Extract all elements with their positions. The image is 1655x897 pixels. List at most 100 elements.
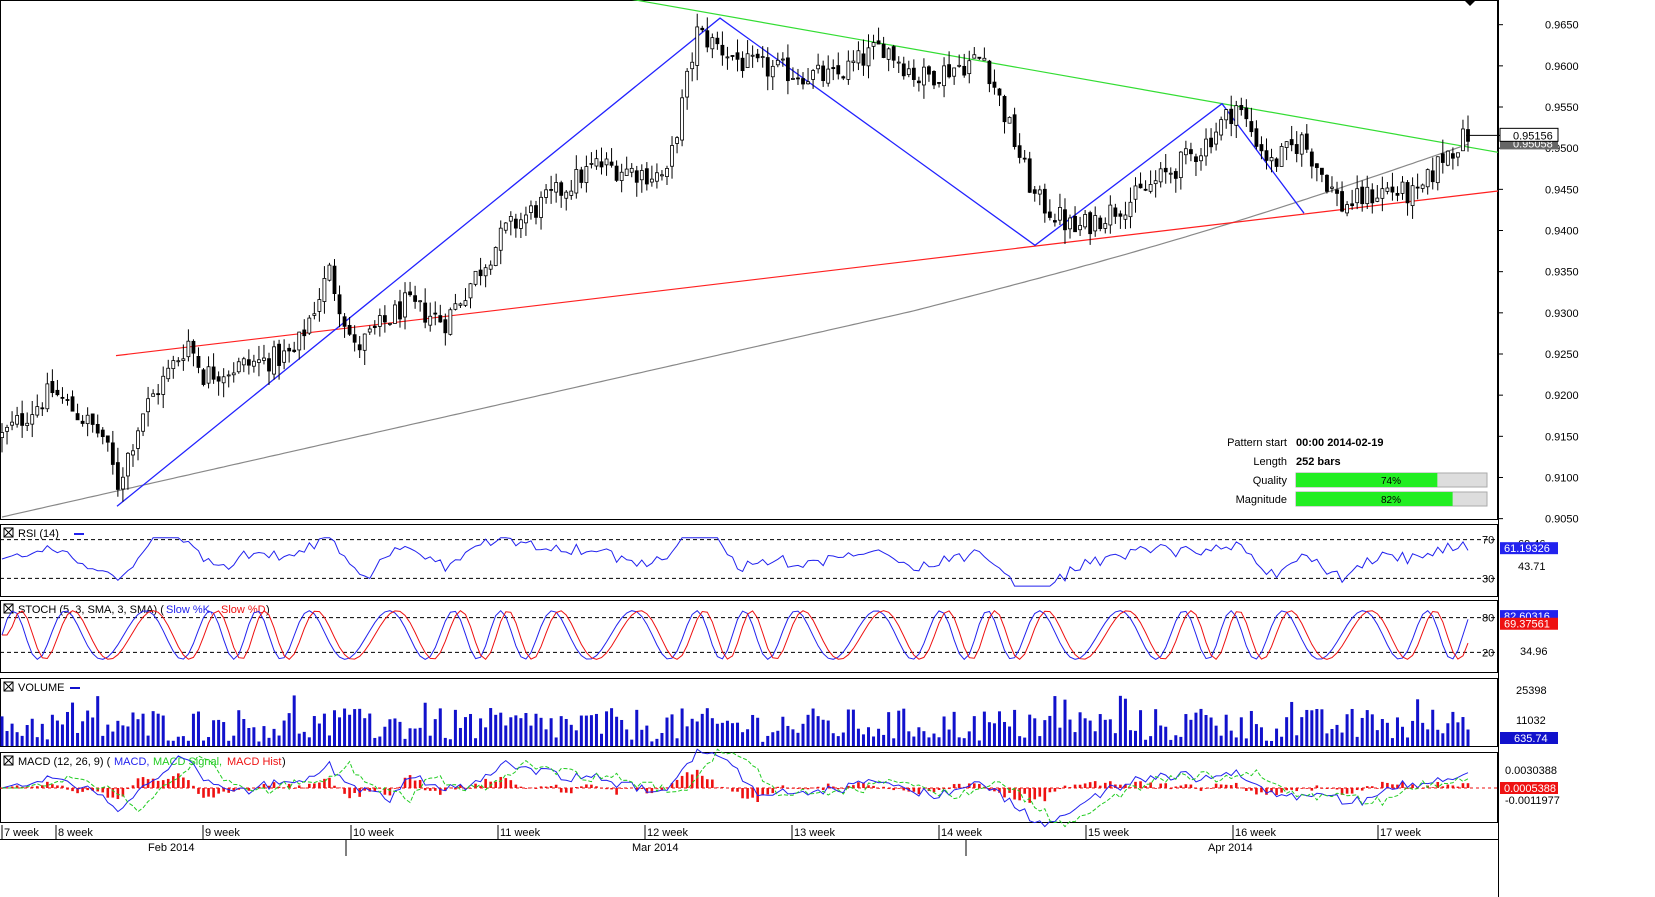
price-axis: 0.96500.96000.95500.95000.94500.94000.93… bbox=[1464, 0, 1579, 526]
candle-body bbox=[634, 170, 639, 183]
macd-close-icon[interactable] bbox=[3, 755, 14, 766]
candle-body bbox=[1088, 212, 1093, 235]
macd-hist-bar bbox=[1245, 788, 1248, 791]
macd-hist-bar bbox=[917, 788, 921, 795]
macd-hist-bar bbox=[338, 787, 341, 789]
candle-body bbox=[690, 61, 695, 70]
price-tick-label: 0.9200 bbox=[1545, 390, 1579, 402]
panel-frame-0 bbox=[0, 0, 1498, 520]
macd-hist-bar bbox=[171, 776, 175, 788]
volume-bar bbox=[1285, 717, 1289, 746]
candle-body bbox=[1219, 119, 1224, 136]
candle-body bbox=[952, 67, 957, 77]
volume-bar bbox=[675, 738, 679, 746]
macd-hist-bar bbox=[106, 788, 110, 798]
info-label: Pattern start bbox=[1227, 437, 1287, 449]
volume-bar bbox=[937, 737, 941, 746]
macd-hist-bar bbox=[433, 788, 437, 791]
candle-body bbox=[891, 46, 896, 61]
macd-hist-bar bbox=[282, 787, 286, 789]
candle-body bbox=[1199, 155, 1203, 162]
candle-body bbox=[20, 413, 25, 426]
candle-body bbox=[1425, 169, 1430, 188]
rsi-level-low-label: 30 bbox=[1482, 573, 1494, 585]
candle-body bbox=[1118, 213, 1123, 217]
candle-body bbox=[80, 420, 85, 424]
volume-bar bbox=[554, 737, 558, 746]
volume-bar bbox=[327, 735, 331, 746]
macd-hist-bar bbox=[1229, 785, 1233, 788]
candle-body bbox=[181, 358, 186, 361]
volume-close-icon-x2 bbox=[3, 681, 14, 692]
volume-bar bbox=[1310, 710, 1314, 746]
info-value: 00:00 2014-02-19 bbox=[1296, 437, 1383, 449]
macd-hist-bar bbox=[1340, 788, 1344, 795]
macd-hist-bar bbox=[857, 782, 860, 788]
volume-close-icon[interactable] bbox=[3, 681, 14, 692]
candle-body bbox=[1068, 217, 1072, 230]
candle-body bbox=[60, 396, 65, 399]
macd-hist-bar bbox=[1204, 788, 1208, 789]
candle-body bbox=[1209, 137, 1213, 148]
candle-body bbox=[10, 421, 14, 426]
volume-bar bbox=[892, 738, 896, 746]
macd-hist-bar bbox=[534, 788, 538, 789]
volume-bar bbox=[1365, 710, 1369, 746]
volume-bar bbox=[217, 719, 221, 746]
candle-body bbox=[599, 161, 604, 168]
macd-hist-bar bbox=[972, 783, 976, 788]
volume-bar bbox=[1385, 722, 1389, 746]
candle-body bbox=[937, 82, 941, 84]
volume-bar bbox=[766, 735, 770, 746]
macd-hist-bar bbox=[1174, 786, 1178, 788]
macd-hist-bar bbox=[1058, 788, 1062, 790]
candle-body bbox=[393, 304, 397, 324]
magnitude-value: 82% bbox=[1381, 495, 1401, 506]
macd-value-box bbox=[1500, 782, 1558, 794]
volume-value-box bbox=[1500, 732, 1558, 744]
volume-bar bbox=[680, 708, 684, 746]
volume-bar bbox=[1330, 728, 1334, 746]
candle-body bbox=[1309, 151, 1314, 167]
macd-hist-bar bbox=[675, 779, 679, 788]
volume-bar bbox=[196, 711, 200, 746]
candle-body bbox=[1264, 150, 1269, 161]
candle-body bbox=[1007, 116, 1012, 124]
volume-bar bbox=[615, 716, 619, 746]
volume-bar bbox=[1340, 732, 1344, 746]
volume-bar bbox=[1113, 733, 1117, 746]
candle-body bbox=[539, 196, 543, 218]
price-tick-label: 0.9350 bbox=[1545, 267, 1579, 279]
candle-body bbox=[1395, 192, 1400, 196]
candle-body bbox=[846, 60, 851, 80]
stoch-close-icon[interactable] bbox=[3, 603, 14, 614]
volume-bar bbox=[594, 713, 598, 746]
volume-bar bbox=[1043, 720, 1047, 746]
candle-body bbox=[347, 325, 352, 335]
volume-bar bbox=[942, 716, 946, 746]
macd-hist-bar bbox=[232, 788, 236, 792]
candle-body bbox=[962, 65, 967, 76]
macd-hist-bar bbox=[726, 787, 729, 789]
candle-body bbox=[1385, 187, 1390, 192]
volume-bar bbox=[277, 735, 281, 746]
volume-bar bbox=[1426, 729, 1430, 746]
volume-bar bbox=[363, 718, 367, 746]
macd-hist-bar bbox=[1013, 788, 1016, 800]
volume-bar bbox=[1008, 726, 1012, 746]
rsi-close-icon[interactable] bbox=[3, 527, 14, 538]
candle-body bbox=[861, 53, 866, 66]
macd-hist-bar bbox=[988, 788, 991, 791]
macd-hist-bar bbox=[373, 788, 377, 792]
macd-hist-bar bbox=[937, 788, 941, 790]
volume-bar bbox=[86, 710, 90, 746]
candle-body bbox=[1168, 172, 1173, 175]
week-label: 17 week bbox=[1380, 827, 1421, 839]
volume-bar bbox=[458, 727, 462, 746]
volume-bar bbox=[494, 714, 498, 746]
macd-hist-bar bbox=[222, 788, 225, 792]
macd-hist-bar bbox=[318, 782, 321, 788]
candle-body bbox=[146, 398, 150, 413]
candle-body bbox=[775, 59, 780, 66]
macd-hist-bar bbox=[842, 787, 845, 789]
